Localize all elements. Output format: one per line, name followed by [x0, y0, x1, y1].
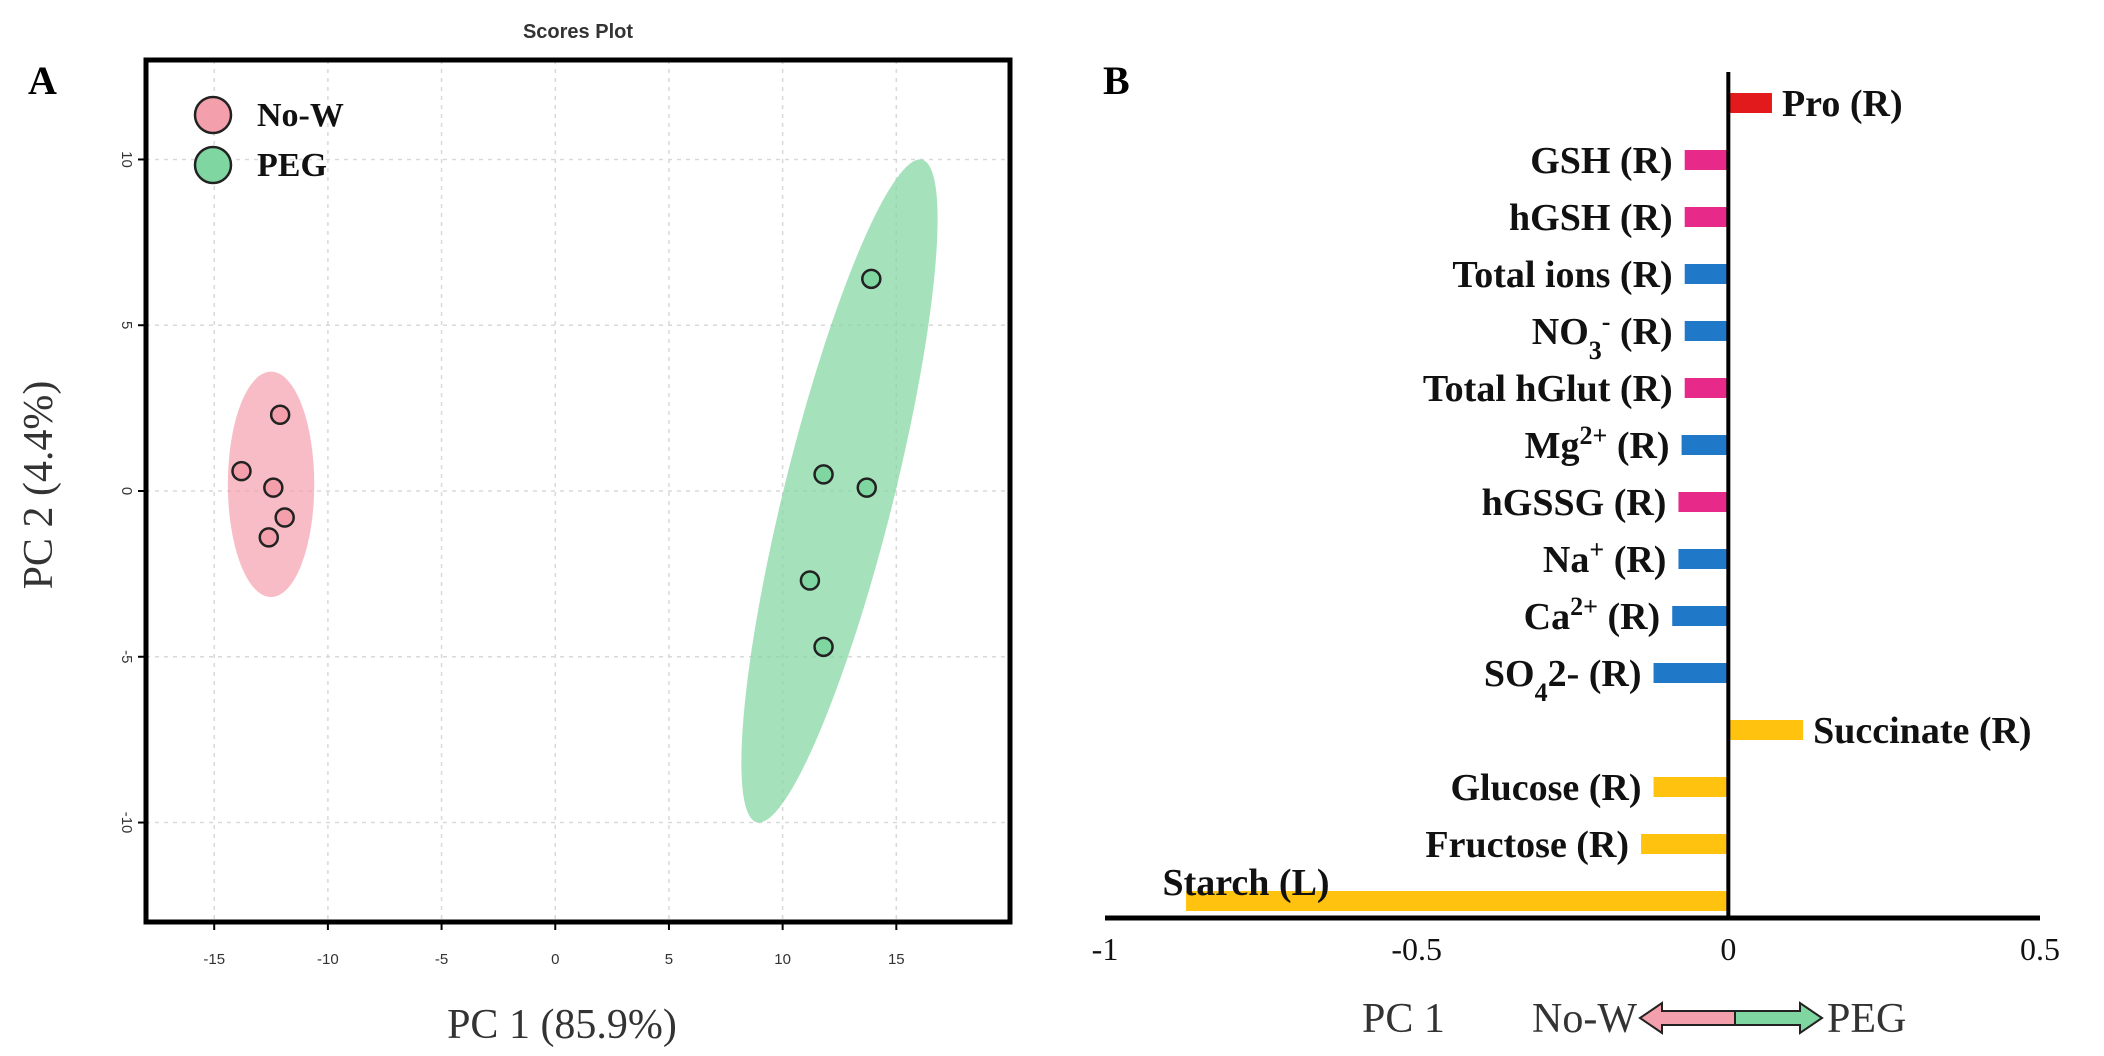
bar-label-glucose-r: Glucose (R): [1451, 767, 1642, 809]
bar-label-total-hglut-r: Total hGlut (R): [1423, 368, 1673, 410]
bar-label-succinate-r: Succinate (R): [1813, 710, 2031, 752]
bar-mg2-r: [1681, 435, 1729, 455]
x-tick-b-1: -1: [1092, 931, 1119, 967]
legend-label-no-w: No-W: [257, 97, 344, 134]
bar-so42-r: [1653, 663, 1729, 683]
x-tick-10: 10: [774, 951, 791, 968]
x-tick-15: -15: [203, 951, 225, 968]
bar-label-na-r: Na+ (R): [1543, 535, 1667, 582]
arrow-right-peg: [1734, 1001, 1824, 1035]
point-peg-2: [813, 464, 834, 485]
point-no-w-2: [231, 460, 252, 482]
bar-gsh-r: [1684, 150, 1729, 170]
direction-arrow: [1638, 1001, 1824, 1035]
scores-plot-legend: No-W PEG: [193, 95, 344, 185]
legend-label-peg: PEG: [257, 147, 327, 184]
y-tick-5: 5: [118, 321, 135, 329]
bar-fructose-r: [1641, 834, 1729, 854]
bar-hgsh-r: [1684, 207, 1729, 227]
panel-b-axis-label: PC 1: [1362, 996, 1445, 1042]
x-tick-b-0: 0: [1720, 931, 1736, 967]
y-tick-0: 0: [118, 487, 135, 495]
direction-right-label: PEG: [1827, 996, 1906, 1042]
loadings-bar-chart: Pro (R) GSH (R) hGSH (R) Total ions (R) NO3-…: [1092, 72, 2060, 967]
bar-hgssg-r: [1678, 492, 1729, 512]
bar-label-hgssg-r: hGSSG (R): [1482, 482, 1667, 524]
x-tick-5: 5: [665, 951, 673, 968]
x-tick-5: -5: [435, 951, 448, 968]
bar-succinate-r: [1728, 720, 1804, 740]
x-tick-15: 15: [888, 951, 905, 968]
panel-a-title: Scores Plot: [523, 21, 633, 43]
bar-total-ions-r: [1684, 264, 1729, 284]
bar-no3-r: [1684, 321, 1729, 341]
point-peg-3: [856, 477, 878, 498]
point-peg-4: [799, 570, 821, 591]
arrow-left-no-w: [1638, 1001, 1736, 1035]
x-tick-b-0-5: 0.5: [2020, 931, 2060, 967]
bar-label-hgsh-r: hGSH (R): [1509, 197, 1673, 239]
scores-plot: -15 -10 -5 0 5 10 15 -10 -5 0 5 10: [118, 57, 1013, 968]
bar-label-no3-r: NO3- (R): [1532, 307, 1673, 365]
bar-ca2-r: [1672, 606, 1729, 626]
bar-label-pro-r: Pro (R): [1782, 83, 1903, 125]
bar-label-mg2-r: Mg2+ (R): [1525, 421, 1670, 468]
bar-label-so42-r: SO42- (R): [1484, 653, 1642, 707]
panel-b-letter: B: [1103, 58, 1130, 103]
bar-pro-r: [1728, 93, 1772, 113]
panel-a-letter: A: [28, 58, 57, 103]
bar-na-r: [1678, 549, 1729, 569]
bar-label-starch-l: Starch (L): [1162, 862, 1329, 904]
bar-glucose-r: [1653, 777, 1729, 797]
point-peg-5: [813, 636, 834, 658]
bar-label-total-ions-r: Total ions (R): [1452, 254, 1672, 296]
bar-label-gsh-r: GSH (R): [1530, 140, 1673, 182]
x-tick-b-0-5: -0.5: [1391, 931, 1442, 967]
bar-label-fructose-r: Fructose (R): [1425, 824, 1629, 866]
legend-swatch-peg: [193, 145, 233, 185]
panel-a-xlabel: PC 1 (85.9%): [447, 1002, 677, 1048]
point-no-w-1: [269, 404, 291, 425]
x-tick-0: 0: [551, 951, 559, 968]
legend-swatch-no-w: [193, 95, 233, 135]
x-tick-10: -10: [317, 951, 339, 968]
point-peg-1: [861, 268, 882, 290]
y-tick-10: -10: [118, 812, 135, 834]
bar-total-hglut-r: [1684, 378, 1729, 398]
bar-label-ca2-r: Ca2+ (R): [1524, 592, 1661, 639]
y-tick-10: 10: [118, 151, 135, 168]
direction-left-label: No-W: [1532, 996, 1637, 1042]
y-tick-5: -5: [118, 650, 135, 663]
point-no-w-5: [258, 527, 280, 548]
point-no-w-3: [263, 477, 284, 498]
panel-a-ylabel: PC 2 (4.4%): [16, 381, 62, 590]
bar-starch-l: [1186, 891, 1729, 911]
point-no-w-4: [274, 507, 295, 528]
confidence-ellipse-peg: [741, 159, 938, 823]
